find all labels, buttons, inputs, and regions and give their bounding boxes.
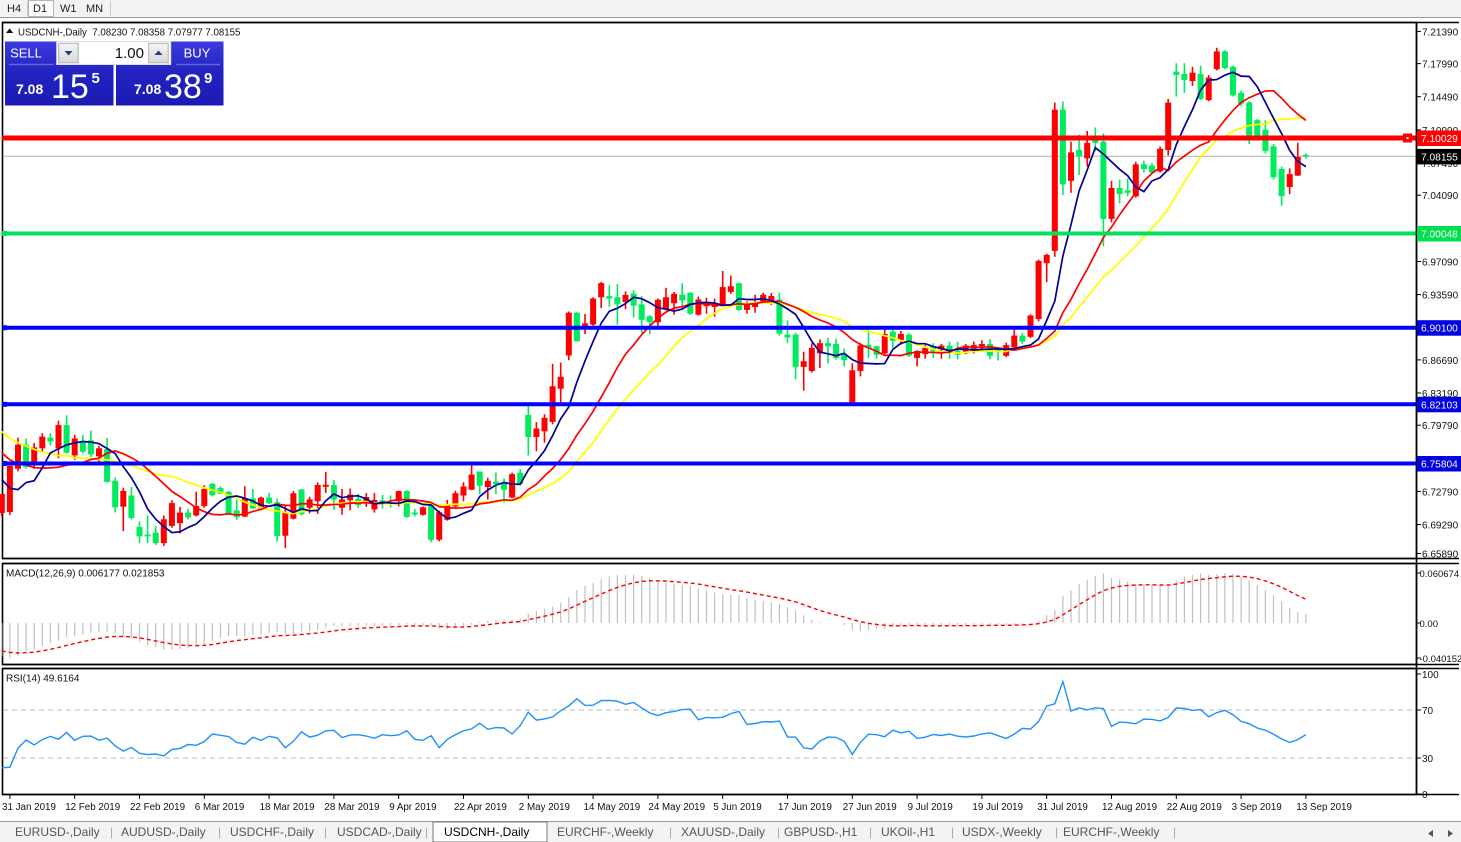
svg-text:-0.040152: -0.040152: [1420, 654, 1461, 665]
svg-text:7.14490: 7.14490: [1422, 93, 1459, 104]
svg-text:30: 30: [1422, 754, 1434, 765]
svg-text:6.65890: 6.65890: [1422, 550, 1459, 561]
svg-text:22 Apr 2019: 22 Apr 2019: [454, 802, 507, 813]
svg-text:38: 38: [164, 68, 202, 106]
svg-text:24 May 2019: 24 May 2019: [648, 802, 705, 813]
svg-text:|: |: [1055, 825, 1058, 839]
svg-text:27 Jun 2019: 27 Jun 2019: [843, 802, 897, 813]
svg-text:28 Mar 2019: 28 Mar 2019: [324, 802, 379, 813]
svg-text:22 Aug 2019: 22 Aug 2019: [1167, 802, 1222, 813]
svg-text:USDCNH-,Daily 7.08230 7.08358: USDCNH-,Daily 7.08230 7.08358 7.07977 7.…: [18, 28, 240, 39]
svg-text:|: |: [110, 825, 113, 839]
svg-text:3 Sep 2019: 3 Sep 2019: [1232, 802, 1282, 813]
svg-text:31 Jul 2019: 31 Jul 2019: [1037, 802, 1088, 813]
svg-text:9 Apr 2019: 9 Apr 2019: [389, 802, 436, 813]
svg-text:RSI(14) 49.6164: RSI(14) 49.6164: [6, 674, 80, 685]
svg-text:D1: D1: [33, 3, 47, 15]
svg-text:MN: MN: [86, 3, 103, 15]
svg-text:AUDUSD-,Daily: AUDUSD-,Daily: [121, 825, 206, 839]
svg-text:7.08155: 7.08155: [1421, 152, 1458, 163]
svg-text:EURCHF-,Weekly: EURCHF-,Weekly: [1063, 825, 1159, 839]
svg-text:EURUSD-,Daily: EURUSD-,Daily: [15, 825, 100, 839]
svg-text:MACD(12,26,9) 0.006177 0.02185: MACD(12,26,9) 0.006177 0.021853: [6, 569, 165, 580]
svg-text:USDCNH-,Daily: USDCNH-,Daily: [444, 825, 529, 839]
svg-text:2 May 2019: 2 May 2019: [519, 802, 570, 813]
svg-text:9 Jul 2019: 9 Jul 2019: [908, 802, 953, 813]
svg-text:100: 100: [1422, 670, 1439, 681]
svg-text:12 Aug 2019: 12 Aug 2019: [1102, 802, 1157, 813]
svg-text:9: 9: [204, 70, 212, 87]
svg-text:|: |: [869, 825, 872, 839]
svg-text:6.90100: 6.90100: [1421, 324, 1458, 335]
svg-text:1.00: 1.00: [115, 45, 144, 62]
svg-text:31 Jan 2019: 31 Jan 2019: [2, 802, 56, 813]
svg-text:EURCHF-,Weekly: EURCHF-,Weekly: [557, 825, 653, 839]
svg-text:13 Sep 2019: 13 Sep 2019: [1296, 802, 1352, 813]
svg-text:|: |: [324, 825, 327, 839]
svg-text:5 Jun 2019: 5 Jun 2019: [713, 802, 761, 813]
svg-text:5: 5: [92, 70, 100, 87]
svg-text:14 May 2019: 14 May 2019: [584, 802, 641, 813]
svg-text:|: |: [1173, 825, 1176, 839]
svg-text:70: 70: [1422, 706, 1434, 717]
svg-text:6.97090: 6.97090: [1422, 258, 1459, 269]
svg-text:0: 0: [1422, 790, 1428, 801]
svg-text:H4: H4: [7, 3, 21, 15]
svg-text:|: |: [425, 825, 428, 839]
svg-text:|: |: [951, 825, 954, 839]
svg-text:7.17990: 7.17990: [1422, 60, 1459, 71]
svg-text:6.82103: 6.82103: [1421, 400, 1458, 411]
svg-text:17 Jun 2019: 17 Jun 2019: [778, 802, 832, 813]
svg-text:UKOil-,H1: UKOil-,H1: [881, 825, 935, 839]
svg-text:USDX-,Weekly: USDX-,Weekly: [962, 825, 1042, 839]
svg-text:12 Feb 2019: 12 Feb 2019: [65, 802, 120, 813]
svg-text:18 Mar 2019: 18 Mar 2019: [260, 802, 315, 813]
svg-text:7.08: 7.08: [16, 81, 43, 97]
svg-text:6.75804: 6.75804: [1421, 460, 1458, 471]
svg-text:6.86690: 6.86690: [1422, 356, 1459, 367]
svg-text:7.10029: 7.10029: [1421, 134, 1458, 145]
svg-text:0.060674: 0.060674: [1420, 569, 1460, 580]
svg-text:USDCHF-,Daily: USDCHF-,Daily: [230, 825, 314, 839]
svg-text:19 Jul 2019: 19 Jul 2019: [972, 802, 1023, 813]
svg-text:6.83190: 6.83190: [1422, 389, 1459, 400]
svg-text:GBPUSD-,H1: GBPUSD-,H1: [784, 825, 858, 839]
svg-text:6.79790: 6.79790: [1422, 421, 1459, 432]
svg-text:|: |: [218, 825, 221, 839]
svg-text:7.00048: 7.00048: [1421, 230, 1458, 241]
svg-text:6.72790: 6.72790: [1422, 487, 1459, 498]
svg-text:XAUUSD-,Daily: XAUUSD-,Daily: [681, 825, 765, 839]
svg-text:7.08: 7.08: [134, 81, 161, 97]
svg-text:BUY: BUY: [184, 46, 211, 61]
svg-text:SELL: SELL: [10, 46, 42, 61]
svg-text:W1: W1: [60, 3, 77, 15]
svg-text:6.93590: 6.93590: [1422, 291, 1459, 302]
svg-text:6 Mar 2019: 6 Mar 2019: [195, 802, 245, 813]
svg-text:7.04090: 7.04090: [1422, 191, 1459, 202]
svg-text:6.69290: 6.69290: [1422, 521, 1459, 532]
svg-text:|: |: [669, 825, 672, 839]
svg-text:7.21390: 7.21390: [1422, 27, 1459, 38]
svg-text:7.07490: 7.07490: [1422, 159, 1459, 170]
svg-text:|: |: [777, 825, 780, 839]
svg-text:USDCAD-,Daily: USDCAD-,Daily: [337, 825, 422, 839]
svg-text:22 Feb 2019: 22 Feb 2019: [130, 802, 185, 813]
svg-text:15: 15: [51, 68, 89, 106]
svg-text:0.00: 0.00: [1420, 619, 1439, 630]
